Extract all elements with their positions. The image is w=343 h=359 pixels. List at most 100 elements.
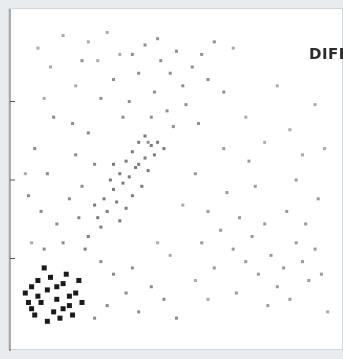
scatter-point [175, 316, 178, 320]
scatter-plot [9, 9, 330, 351]
scatter-point [307, 278, 311, 282]
scatter-point [247, 159, 251, 163]
scatter-point [146, 140, 150, 144]
scatter-point [86, 131, 90, 135]
scatter-point [23, 172, 27, 176]
scatter-point [61, 34, 65, 38]
scatter-point [121, 115, 125, 119]
scatter-point [74, 84, 78, 88]
scatter-point [134, 165, 138, 169]
scatter-point [99, 260, 103, 264]
scatter-point [193, 278, 197, 282]
scatter-point [266, 304, 270, 308]
scatter-point [234, 291, 238, 295]
scatter-point [60, 281, 66, 287]
scatter-point [118, 52, 122, 56]
scatter-point [146, 169, 150, 173]
scatter-point [112, 78, 115, 82]
scatter-point [256, 272, 260, 276]
scatter-point [212, 266, 216, 270]
scatter-point [156, 140, 160, 144]
scatter-point [171, 125, 175, 129]
scatter-point [54, 296, 60, 302]
scatter-point [219, 228, 223, 232]
scatter-point [159, 59, 163, 63]
scatter-point [313, 103, 317, 107]
scatter-point [102, 197, 106, 201]
scatter-point [70, 312, 76, 318]
scatter-point [168, 71, 172, 75]
scatter-point [184, 103, 188, 107]
scatter-point [181, 203, 185, 207]
scatter-point [60, 306, 66, 312]
scatter-point [30, 241, 34, 245]
scatter-point [181, 84, 185, 88]
scatter-point [130, 266, 134, 270]
scatter-point [190, 65, 194, 69]
scatter-point [127, 100, 131, 103]
scatter-point [93, 316, 97, 320]
scatter-point [137, 71, 141, 75]
scatter-point [294, 241, 298, 245]
scatter-point [313, 247, 317, 251]
scatter-point [301, 260, 304, 264]
scatter-point [55, 222, 59, 226]
scatter-point [93, 203, 97, 207]
scatter-point [206, 78, 210, 82]
scatter-point [137, 162, 141, 166]
scatter-point [42, 247, 46, 251]
scatter-point [80, 59, 84, 63]
scatter-point [66, 293, 72, 299]
scatter-point [143, 134, 147, 138]
scatter-point [99, 225, 103, 229]
scatter-point [301, 153, 304, 157]
scatter-point [197, 121, 201, 125]
y-axis [9, 9, 15, 351]
scatter-point [175, 49, 178, 53]
scatter-point [38, 299, 44, 305]
scatter-point [143, 43, 147, 47]
scatter-point [121, 181, 125, 185]
scatter-point [48, 274, 53, 280]
scatter-point [36, 46, 40, 50]
scatter-point [323, 147, 327, 151]
scatter-point [105, 30, 109, 34]
scatter-point [35, 293, 41, 299]
scatter-point [162, 297, 166, 301]
scatter-point [57, 315, 63, 321]
scatter-point [83, 247, 87, 251]
scatter-point [112, 187, 115, 191]
scatter-point [156, 37, 160, 41]
scatter-point [130, 150, 134, 154]
scatter-points [22, 30, 330, 324]
scatter-point [294, 178, 298, 182]
scatter-point [26, 194, 30, 198]
scatter-point [61, 241, 65, 245]
scatter-point [193, 172, 197, 176]
scatter-point [67, 197, 71, 201]
scatter-point [149, 143, 153, 147]
scatter-point [124, 206, 128, 210]
scatter-point [206, 209, 210, 213]
scatter-point [74, 153, 78, 157]
scatter-point [275, 84, 279, 88]
scatter-point [212, 40, 216, 44]
scatter-point [168, 253, 172, 257]
scatter-point [275, 285, 279, 289]
scatter-point [162, 147, 166, 151]
scatter-point [105, 304, 109, 308]
scatter-point [288, 128, 292, 132]
scatter-point [206, 297, 210, 301]
scatter-point [200, 52, 204, 56]
scatter-point [222, 147, 226, 151]
scatter-point [22, 290, 28, 296]
scatter-point [80, 184, 84, 188]
scatter-point [35, 277, 41, 283]
scatter-point [326, 310, 330, 314]
scatter-point [288, 297, 292, 301]
scatter-point [165, 109, 169, 113]
scatter-point [253, 184, 257, 188]
scatter-point [51, 309, 57, 315]
scatter-point [152, 153, 156, 157]
